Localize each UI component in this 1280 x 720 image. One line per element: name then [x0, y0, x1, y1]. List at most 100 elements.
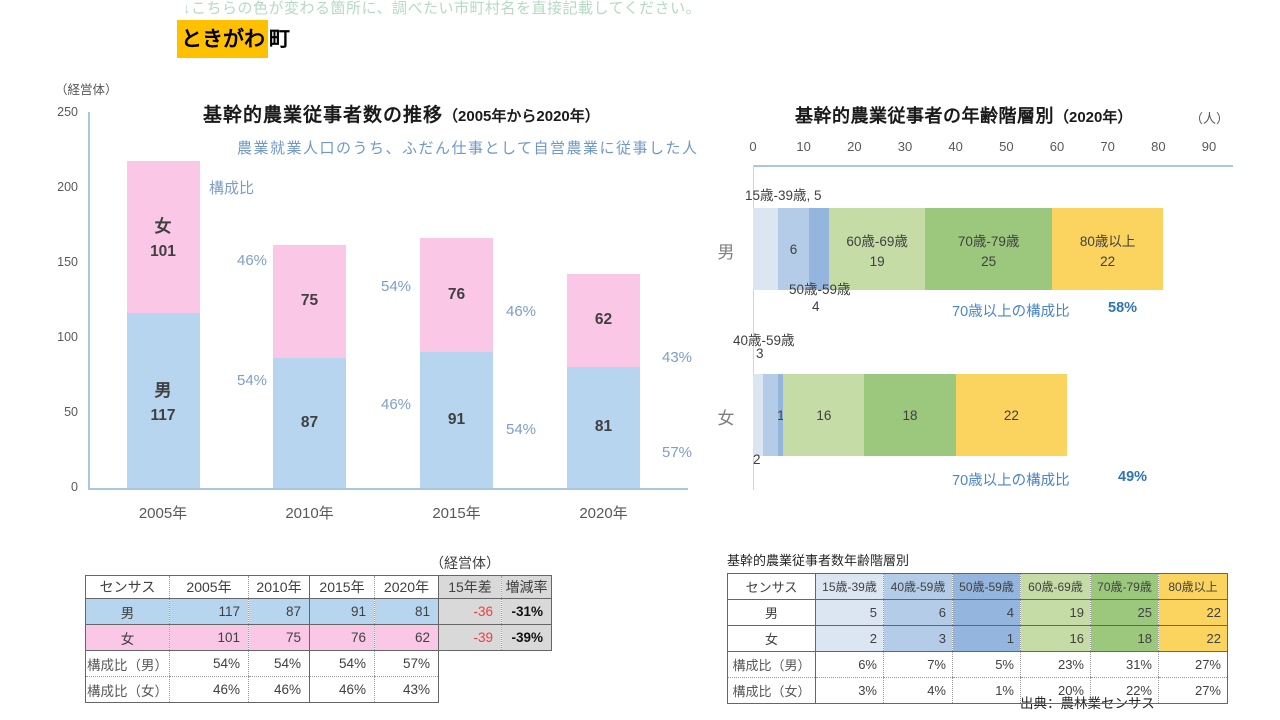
- table-cell: 27%: [1158, 651, 1228, 678]
- table-header-cell: 増減率: [501, 575, 552, 599]
- table-cell: [502, 651, 552, 677]
- bar-data-label: 76: [420, 238, 493, 352]
- table-cell: 31%: [1090, 651, 1159, 678]
- series-value-label: 91: [447, 410, 466, 428]
- x-axis-tick-label: 90: [1201, 139, 1217, 154]
- watermark-instruction: ↓こちらの色が変わる箇所に、調べたい市町村名を直接記載してください。: [183, 0, 702, 17]
- right-chart-x-axis-line: [753, 165, 1233, 167]
- left-chart-title: 基幹的農業従事者数の推移（2005年から2020年）: [203, 100, 600, 127]
- table-cell: 54%: [309, 650, 375, 677]
- right-chart-title-main: 基幹的農業従事者の年齢階層別: [795, 106, 1054, 126]
- age-segment-女-70歳-79歳: [864, 374, 956, 456]
- bar-data-label: 男 117: [127, 313, 200, 489]
- bar-segment-female-2015年: [420, 237, 493, 352]
- table-cell: 6%: [815, 651, 884, 678]
- right-table-caption: 基幹的農業従事者数年齢階層別: [727, 553, 910, 568]
- table-cell: 54%: [248, 650, 310, 677]
- percent-label: 54%: [506, 421, 537, 438]
- table-cell: 構成比（男）: [727, 651, 816, 678]
- table-cell: -39%: [501, 624, 552, 651]
- table-cell: 57%: [374, 650, 439, 677]
- percent-label: 46%: [381, 396, 412, 413]
- category-label-女: 女: [717, 409, 735, 428]
- age-segment-女-80歳以上: [955, 374, 1068, 456]
- segment-label-line: 80歳以上: [1079, 233, 1136, 249]
- x-axis-tick-label: 50: [999, 139, 1014, 154]
- segment-data-label: 6: [734, 208, 854, 290]
- age-segment-男-40歳-59歳: [778, 208, 809, 290]
- table-cell: 25: [1090, 599, 1159, 626]
- bar-segment-female-2005年: [126, 161, 200, 313]
- left-chart-x-axis-line: [88, 488, 688, 490]
- table-cell: 6: [883, 599, 953, 626]
- series-name-label: 女: [154, 217, 172, 237]
- table-header-cell: 40歳-59歳: [883, 573, 953, 600]
- table-cell: -39: [438, 624, 502, 651]
- table-header-cell: 15歳-39歳: [815, 573, 884, 600]
- segment-label-line: 60歳-69歳: [846, 233, 908, 249]
- left-chart-subtitle: 農業就業人口のうち、ふだん仕事として自営農業に従事した人: [237, 140, 699, 157]
- percent-label: 46%: [506, 303, 537, 320]
- bar-data-label: 91: [420, 352, 493, 489]
- callout-label: 40歳-59歳: [733, 333, 795, 348]
- table-cell: 46%: [169, 676, 249, 703]
- x-axis-category-label: 2010年: [285, 505, 334, 522]
- category-label-男: 男: [717, 243, 735, 262]
- left-chart-unit-label: （経営体）: [55, 83, 118, 97]
- table-cell: 1: [952, 625, 1021, 652]
- table-cell: 男: [727, 599, 816, 626]
- y-axis-tick-label: 100: [57, 330, 78, 344]
- age-segment-男-70歳-79歳: [925, 208, 1052, 290]
- y-axis-tick-label: 50: [64, 405, 78, 419]
- table-cell: 101: [169, 624, 249, 651]
- age-segment-男-15歳-39歳: [753, 208, 779, 290]
- seventy-plus-ratio-label: 70歳以上の構成比: [952, 304, 1070, 320]
- age-group-table-grid: センサス 15歳-39歳 40歳-59歳 50歳-59歳 60歳-69歳 70歳-79歳 8…: [727, 573, 1228, 704]
- table-header-cell: 60歳-69歳: [1020, 573, 1091, 600]
- municipality-name-highlighted: ときがわ: [177, 20, 268, 58]
- table-cell: 62: [374, 624, 439, 651]
- bar-data-label: 女 101: [127, 161, 200, 313]
- table-cell: 女: [85, 624, 170, 651]
- census-trend-table-grid: センサス 2005年 2010年 2015年 2020年 15年差 増減率男 117 87 91 8…: [85, 575, 552, 703]
- segment-label-line: 6: [789, 241, 798, 257]
- table-header-cell: 2015年: [309, 575, 375, 599]
- table-header-cell: 2020年: [374, 575, 439, 599]
- callout-label: 2: [753, 452, 761, 467]
- segment-label-line: 22: [1100, 253, 1116, 269]
- x-axis-tick-label: 0: [749, 139, 757, 154]
- x-axis-tick-label: 70: [1100, 139, 1115, 154]
- y-axis-tick-label: 250: [57, 105, 78, 119]
- table-cell: 22%: [1090, 677, 1159, 704]
- table-cell: 23%: [1020, 651, 1091, 678]
- table-header-cell: 2005年: [169, 575, 249, 599]
- percent-label: 54%: [237, 372, 268, 389]
- callout-label: 50歳-59歳: [789, 282, 851, 297]
- municipality-cell[interactable]: ときがわ町: [177, 20, 291, 58]
- segment-label-line: 22: [1003, 407, 1019, 423]
- table-header-cell: 2010年: [248, 575, 310, 599]
- table-cell: 91: [309, 598, 375, 625]
- left-table-caption: （経営体）: [430, 555, 500, 571]
- table-cell: 5: [815, 599, 884, 626]
- x-axis-category-label: 2005年: [138, 505, 188, 522]
- series-value-label: 76: [447, 285, 466, 303]
- table-header-cell: 70歳-79歳: [1090, 573, 1159, 600]
- table-cell: 男: [85, 598, 170, 625]
- table-cell: 43%: [374, 676, 439, 703]
- callout-label: 4: [812, 299, 820, 314]
- series-value-label: 117: [150, 406, 176, 424]
- table-cell: 7%: [883, 651, 953, 678]
- table-cell: 76: [309, 624, 375, 651]
- percent-label: 43%: [662, 349, 693, 366]
- right-chart-title: 基幹的農業従事者の年齢階層別（2020年）: [795, 102, 1132, 128]
- table-cell: [438, 650, 502, 677]
- x-axis-tick-label: 40: [948, 139, 963, 154]
- right-chart-title-period: （2020年）: [1054, 109, 1133, 126]
- right-chart-y-axis-line: [753, 165, 754, 490]
- age-segment-女-60歳-69歳: [783, 374, 865, 456]
- table-cell: 54%: [169, 650, 249, 677]
- table-cell: [502, 677, 552, 703]
- table-cell: 46%: [309, 676, 375, 703]
- segment-data-label: 16: [764, 374, 884, 456]
